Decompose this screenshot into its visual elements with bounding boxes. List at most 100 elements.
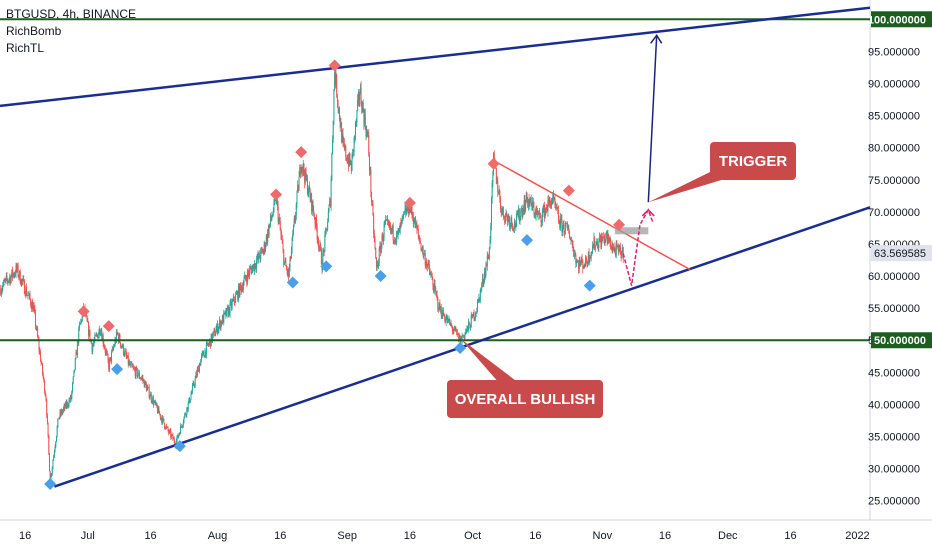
candle-body: [372, 204, 374, 215]
candle-body: [539, 212, 541, 215]
candle-body: [265, 236, 267, 246]
candle-body: [382, 236, 384, 242]
candle-body: [293, 219, 295, 226]
candle-body: [384, 221, 386, 224]
candle-body: [108, 360, 110, 370]
candle-body: [415, 223, 417, 229]
candle-body: [474, 313, 476, 318]
candle-body: [612, 244, 614, 251]
candle-body: [504, 216, 506, 223]
candle-body: [447, 317, 449, 323]
candle-body: [376, 263, 378, 268]
candle-body: [364, 113, 366, 125]
candle-body: [548, 198, 550, 203]
candle-body: [217, 329, 219, 333]
candle-body: [141, 378, 143, 379]
candle-body: [90, 339, 92, 344]
candle-body: [248, 273, 250, 276]
candle-body: [132, 366, 134, 368]
candle-body: [334, 72, 336, 91]
candle-body: [386, 219, 388, 221]
candle-body: [136, 367, 138, 369]
y-tick-label: 80.000000: [868, 143, 920, 155]
candle-body: [476, 311, 478, 313]
candle-body: [361, 103, 363, 113]
candle-body: [422, 246, 424, 256]
candle-body: [15, 265, 17, 275]
candle-body: [327, 222, 329, 231]
indicator-richtl-label[interactable]: RichTL: [6, 41, 45, 55]
candle-body: [30, 305, 32, 309]
candle-body: [402, 214, 404, 218]
candle-body: [39, 350, 41, 352]
candle-body: [173, 438, 175, 440]
candle-body: [81, 312, 83, 321]
candle-body: [602, 237, 604, 241]
candle-body: [197, 366, 199, 370]
candle-body: [65, 402, 67, 409]
candle-body: [307, 193, 309, 194]
candle-body: [431, 274, 433, 276]
candle-body: [328, 205, 330, 212]
candle-body: [290, 256, 292, 259]
indicator-richbomb-label[interactable]: RichBomb: [6, 24, 62, 38]
candle-body: [483, 281, 485, 284]
candle-body: [68, 400, 70, 406]
candle-body: [138, 372, 140, 378]
candle-body: [76, 352, 78, 356]
candle-body: [398, 228, 400, 233]
candle-body: [440, 307, 442, 316]
candle-body: [389, 223, 391, 231]
candle-body: [253, 263, 255, 271]
candle-body: [573, 252, 575, 257]
candle-body: [64, 405, 66, 409]
candle-body: [16, 265, 18, 270]
candle-body: [283, 249, 285, 265]
candle-body: [228, 307, 230, 317]
candle-body: [433, 286, 435, 293]
candle-body: [71, 391, 73, 399]
candle-body: [24, 293, 26, 296]
candle-body: [458, 333, 460, 341]
candle-body: [500, 208, 502, 214]
candle-body: [216, 323, 218, 330]
candle-body: [166, 426, 168, 428]
candle-body: [508, 216, 510, 219]
candle-body: [456, 331, 458, 335]
candle-body: [375, 248, 377, 258]
candle-body: [133, 367, 135, 369]
candle-body: [477, 298, 479, 302]
candle-body: [475, 312, 477, 314]
candle-body: [36, 328, 38, 330]
candle-body: [245, 278, 247, 280]
candle-body: [30, 299, 32, 306]
candle-body: [14, 274, 16, 276]
candle-body: [249, 267, 251, 269]
candle-body: [137, 375, 139, 377]
candle-body: [52, 460, 54, 468]
symbol-label[interactable]: BTGUSD, 4h, BINANCE: [6, 7, 137, 21]
candle-body: [315, 217, 317, 229]
candle-body: [185, 414, 187, 416]
candle-body: [598, 240, 600, 248]
candle-body: [534, 213, 536, 215]
candle-body: [121, 345, 123, 348]
candle-body: [351, 155, 353, 172]
candle-body: [439, 303, 441, 311]
candle-body: [104, 346, 106, 349]
candle-body: [512, 228, 514, 230]
x-tick-label: Sep: [337, 530, 357, 542]
candle-body: [207, 344, 209, 346]
candle-body: [55, 435, 57, 442]
candle-body: [274, 198, 276, 200]
candle-body: [565, 223, 567, 225]
candle-body: [196, 373, 198, 377]
candle-body: [615, 244, 617, 256]
candle-body: [221, 321, 223, 325]
candle-body: [517, 213, 519, 218]
candle-body: [493, 152, 495, 160]
candle-body: [513, 221, 515, 229]
candle-body: [28, 293, 30, 296]
candle-body: [181, 426, 183, 428]
